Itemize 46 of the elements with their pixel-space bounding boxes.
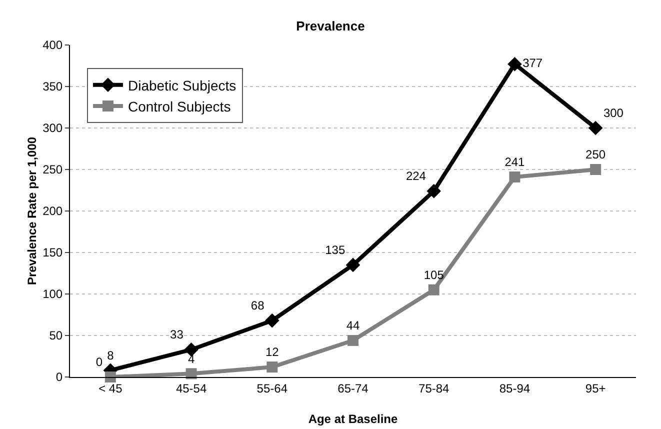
data-label: 105: [424, 268, 444, 282]
y-tick-label: 300: [42, 121, 63, 136]
y-tick-label: 100: [42, 287, 63, 302]
y-tick-label: 0: [56, 370, 63, 384]
point: [346, 258, 360, 272]
y-axis-title: Prevalence Rate per 1,000: [25, 136, 39, 286]
y-tick-label: 150: [42, 246, 63, 260]
x-tick-label: 75-84: [418, 381, 450, 396]
data-label: 377: [522, 56, 543, 70]
point: [348, 334, 358, 346]
data-label: 0: [96, 355, 103, 370]
x-axis-title: Age at Baseline: [308, 412, 398, 426]
point: [426, 184, 442, 198]
point: [266, 362, 278, 373]
legend-label: Diabetic Subjects: [128, 77, 236, 94]
legend-label: Control Subjects: [128, 98, 231, 114]
y-tick-label: 350: [42, 80, 63, 94]
chart-title: Prevalence: [296, 18, 365, 34]
x-tick-label: 55-64: [256, 381, 288, 396]
point: [428, 284, 440, 296]
data-label: 135: [325, 243, 346, 258]
data-label: 44: [346, 318, 360, 333]
point: [104, 372, 116, 382]
y-tick-label: 200: [42, 204, 63, 218]
data-label: 8: [107, 348, 114, 362]
data-label: 68: [250, 298, 265, 313]
x-tick-label: 45-54: [176, 381, 207, 396]
point: [588, 120, 603, 136]
data-label: 241: [504, 155, 526, 170]
point: [264, 313, 280, 328]
data-label: 300: [603, 106, 624, 120]
x-tick-label: 85-94: [499, 381, 530, 396]
data-label: 33: [170, 328, 184, 342]
data-label: 224: [406, 169, 426, 184]
point: [186, 368, 197, 380]
x-tick-label: 65-74: [338, 381, 369, 396]
y-tick-label: 50: [49, 328, 63, 343]
data-label: 12: [265, 345, 280, 360]
point: [509, 171, 520, 182]
data-label: 250: [586, 148, 606, 162]
y-tick-label: 250: [42, 162, 63, 177]
point: [590, 164, 602, 175]
x-tick-label: < 45: [98, 381, 123, 396]
point: [508, 56, 522, 72]
y-tick-label: 400: [42, 38, 63, 52]
x-tick-label: 95+: [585, 381, 606, 396]
